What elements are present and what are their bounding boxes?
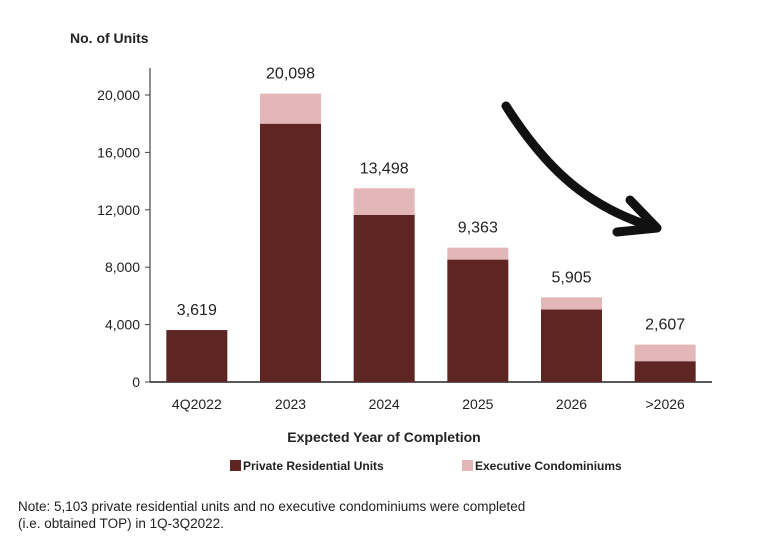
footnote: Note: 5,103 private residential units an… (18, 498, 525, 532)
x-tick-label: 4Q2022 (172, 396, 222, 412)
x-axis-label: Expected Year of Completion (287, 429, 481, 445)
x-tick-label: 2023 (275, 396, 306, 412)
bar-executive-condominiums (541, 297, 602, 310)
footnote-line-2: (i.e. obtained TOP) in 1Q-3Q2022. (18, 516, 224, 531)
legend-swatch-ec (462, 460, 473, 471)
arrow-head-icon (612, 195, 662, 237)
legend-label-ec: Executive Condominiums (475, 459, 622, 473)
bar-total-label: 5,905 (551, 269, 591, 286)
bar-total-label: 13,498 (360, 160, 409, 177)
y-tick-label: 12,000 (97, 202, 140, 218)
bar-private-residential (166, 330, 228, 382)
footnote-line-1: Note: 5,103 private residential units an… (18, 499, 526, 514)
bar-private-residential (353, 214, 415, 382)
x-tick-label: 2026 (556, 396, 587, 412)
legend-label-private: Private Residential Units (243, 459, 384, 473)
legend-swatch-private (230, 460, 241, 471)
x-tick-label: 2024 (369, 396, 400, 412)
bar-total-label: 20,098 (266, 66, 315, 83)
bar-executive-condominiums (353, 188, 415, 215)
curved-arrow-icon (501, 101, 661, 233)
y-tick-label: 0 (132, 374, 140, 390)
bar-private-residential (260, 123, 321, 382)
x-tick-label: 2025 (462, 396, 493, 412)
y-tick-label: 8,000 (105, 259, 140, 275)
bar-private-residential (541, 309, 602, 382)
y-tick-label: 4,000 (105, 317, 140, 333)
bar-executive-condominiums (634, 344, 696, 362)
x-tick-label: >2026 (646, 396, 686, 412)
bar-private-residential (634, 361, 696, 382)
bar-executive-condominiums (447, 247, 509, 260)
bar-total-label: 2,607 (645, 317, 685, 334)
bar-executive-condominiums (260, 93, 321, 124)
bar-private-residential (447, 259, 509, 382)
y-axis-label: No. of Units (70, 30, 149, 46)
bar-total-label: 3,619 (177, 302, 217, 319)
bar-total-label: 9,363 (458, 220, 498, 237)
y-tick-label: 16,000 (97, 144, 140, 160)
y-tick-label: 20,000 (97, 87, 140, 103)
